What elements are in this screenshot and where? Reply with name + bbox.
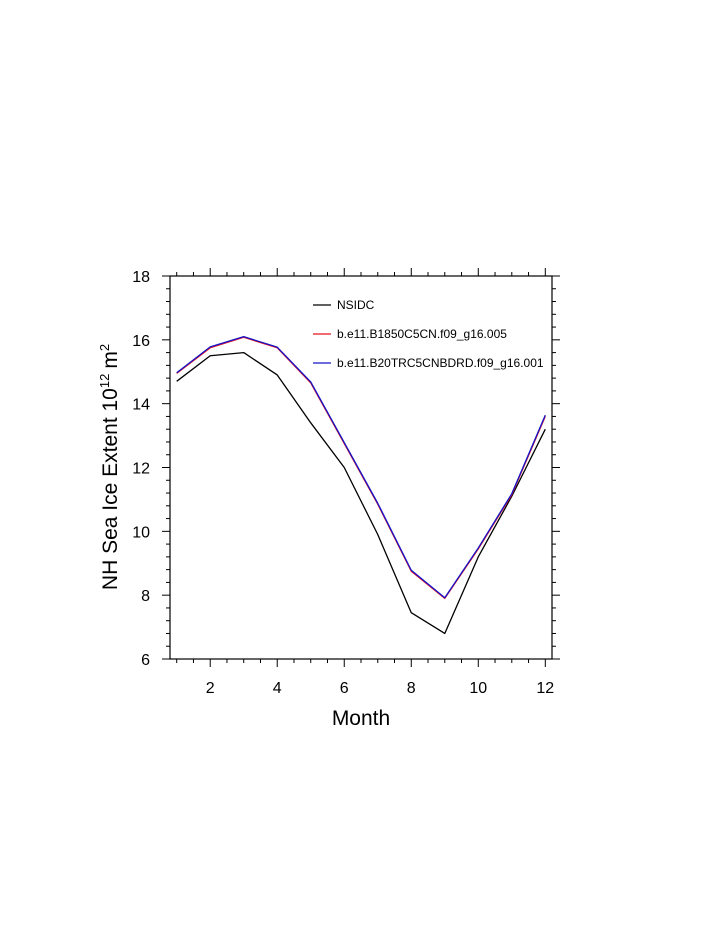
legend-label-3: b.e11.B20TRC5CNBDRD.f09_g16.001 bbox=[337, 356, 544, 370]
y-tick-label: 14 bbox=[132, 397, 150, 414]
y-axis-label: NH Sea Ice Extent 1012 m2 bbox=[97, 344, 122, 590]
y-axis-label-text: NH Sea Ice Extent 10 bbox=[99, 388, 122, 590]
y-tick-label: 10 bbox=[132, 524, 150, 541]
x-tick-label: 10 bbox=[469, 680, 487, 697]
x-axis-label: Month bbox=[332, 707, 390, 730]
y-axis-label-unit-exponent: 2 bbox=[97, 344, 112, 351]
series-line-3 bbox=[176, 335, 546, 599]
y-tick-label: 16 bbox=[132, 333, 150, 350]
x-tick-label: 8 bbox=[407, 680, 416, 697]
x-tick-label: 2 bbox=[206, 680, 215, 697]
legend: NSIDC b.e11.B1850C5CN.f09_g16.005 b.e11.B2… bbox=[313, 298, 544, 370]
series-lines bbox=[176, 335, 546, 635]
y-tick-label: 6 bbox=[141, 652, 150, 669]
series-line-1 bbox=[176, 351, 546, 635]
legend-label-1: NSIDC bbox=[337, 298, 375, 312]
series-line-2 bbox=[176, 336, 546, 600]
x-tick-label: 4 bbox=[273, 680, 282, 697]
y-tick-label: 18 bbox=[132, 269, 150, 286]
y-tick-label: 12 bbox=[132, 461, 150, 478]
y-axis-label-unit: m bbox=[99, 351, 122, 369]
legend-label-2: b.e11.B1850C5CN.f09_g16.005 bbox=[337, 327, 507, 341]
y-tick-label: 8 bbox=[141, 588, 150, 605]
y-axis-label-exponent: 12 bbox=[97, 374, 112, 388]
axis-tick-labels: 2 4 6 8 10 12 6 8 10 12 14 16 18 bbox=[132, 269, 554, 697]
axis-ticks bbox=[162, 268, 560, 667]
x-tick-label: 12 bbox=[536, 680, 554, 697]
x-tick-label: 6 bbox=[340, 680, 349, 697]
